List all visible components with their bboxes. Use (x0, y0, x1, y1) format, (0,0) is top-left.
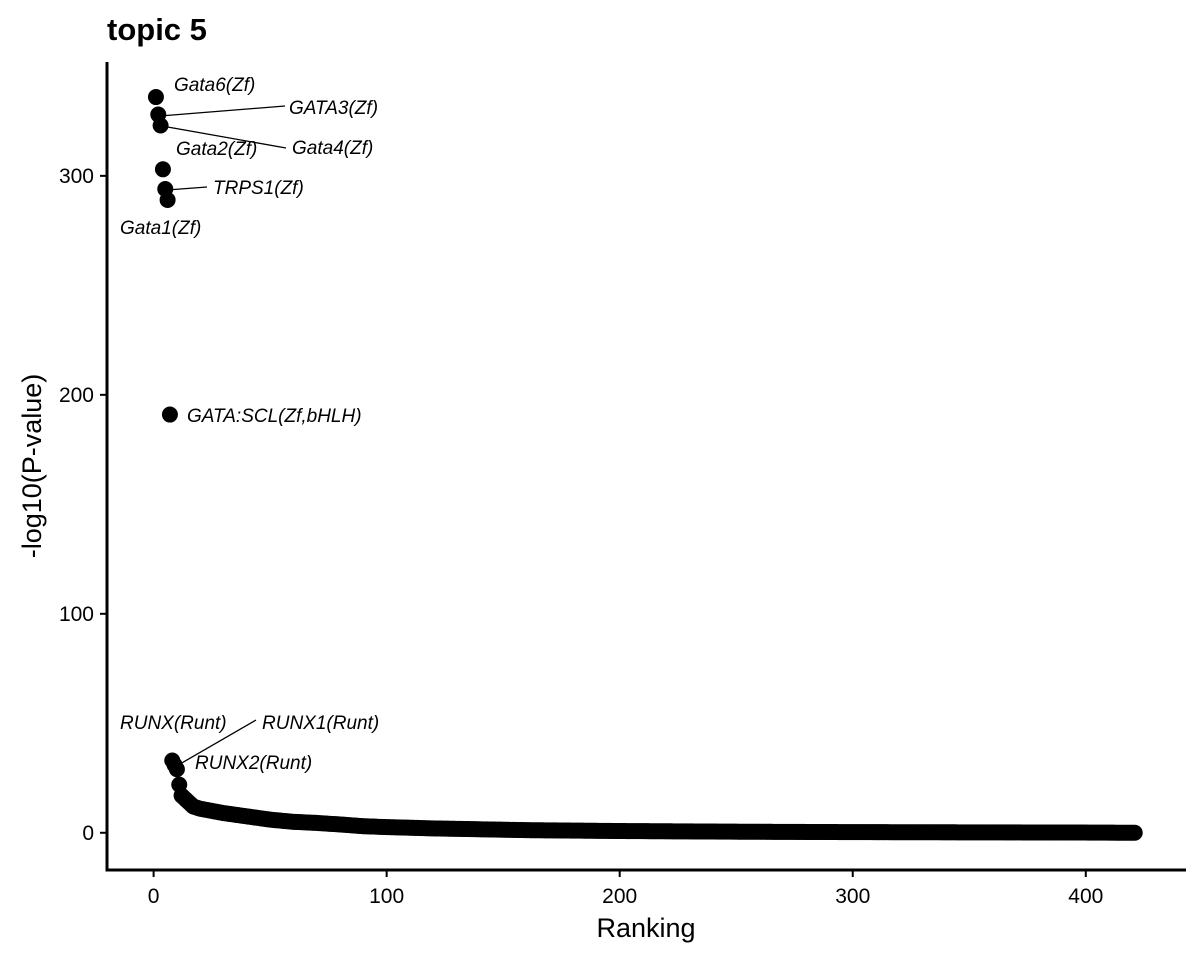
point-label: GATA3(Zf) (289, 98, 378, 119)
data-point-labeled (147, 89, 164, 106)
data-point-labeled (154, 161, 171, 178)
x-tick-label: 200 (602, 885, 637, 908)
point-label: RUNX(Runt) (120, 713, 227, 734)
data-point (1126, 824, 1143, 841)
point-label: RUNX2(Runt) (195, 753, 312, 774)
data-point-labeled (168, 761, 185, 778)
y-tick-label: 0 (82, 822, 94, 845)
x-tick-label: 100 (369, 885, 404, 908)
chart-title: topic 5 (107, 12, 207, 47)
x-axis-ticks: 0 100 200 300 400 (148, 870, 1103, 908)
point-label: RUNX1(Runt) (262, 713, 379, 734)
label-leader-line (159, 105, 286, 117)
label-leader-line (179, 719, 257, 765)
point-label: Gata6(Zf) (174, 75, 255, 96)
y-tick-label: 200 (59, 384, 94, 407)
data-point-labeled (159, 191, 176, 208)
point-label: Gata1(Zf) (120, 218, 201, 239)
data-point-labeled (152, 117, 169, 134)
point-label: Gata4(Zf) (292, 138, 373, 159)
y-tick-label: 100 (59, 603, 94, 626)
point-labels: Gata6(Zf) GATA3(Zf) Gata4(Zf) Gata2(Zf) TRPS… (120, 75, 379, 774)
point-label: GATA:SCL(Zf,bHLH) (187, 406, 362, 427)
data-points-labeled (147, 89, 185, 778)
label-leader-line (166, 186, 208, 191)
x-tick-label: 400 (1068, 885, 1103, 908)
label-leader-line (161, 125, 287, 149)
x-tick-label: 0 (148, 885, 160, 908)
y-axis-title: -log10(P-value) (17, 374, 47, 559)
y-tick-label: 300 (59, 165, 94, 188)
label-leader-lines (159, 105, 287, 765)
y-axis-ticks: 0 100 200 300 (59, 165, 107, 845)
data-points-unlabeled (171, 776, 1143, 841)
data-point-labeled (161, 406, 178, 423)
point-label: Gata2(Zf) (176, 139, 257, 160)
x-axis-title: Ranking (596, 913, 695, 943)
point-label: TRPS1(Zf) (213, 178, 304, 199)
x-tick-label: 300 (835, 885, 870, 908)
